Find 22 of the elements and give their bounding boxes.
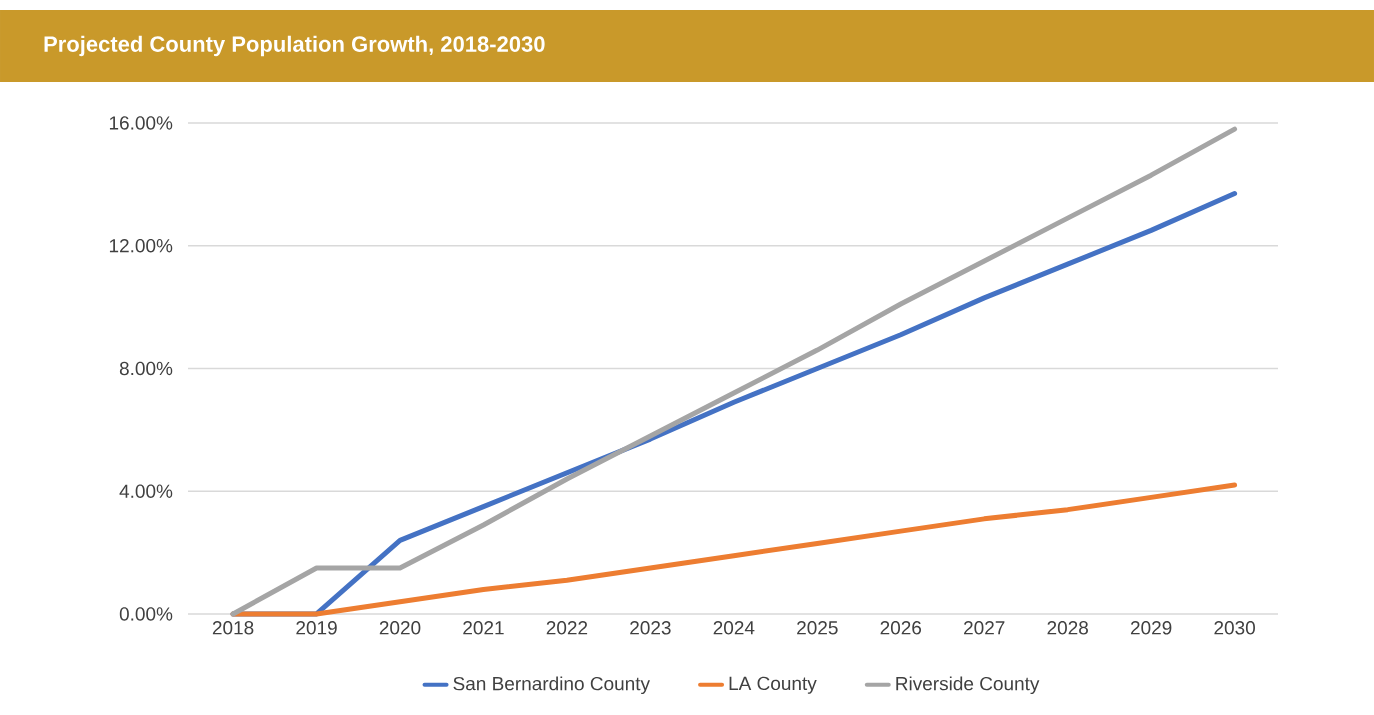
chart-title: Projected County Population Growth, 2018-2030 [44, 35, 545, 57]
x-tick-label: 2020 [379, 621, 421, 635]
x-tick-label: 2018 [212, 621, 254, 635]
x-tick-label: 2028 [1047, 621, 1088, 635]
y-tick-label: 0.00% [119, 607, 173, 621]
legend-label: Riverside County [896, 676, 1040, 695]
y-tick-label: 8.00% [119, 361, 173, 376]
x-tick-label: 2021 [463, 621, 504, 635]
x-tick-label: 2026 [880, 621, 922, 635]
x-tick-label: 2029 [1130, 621, 1172, 635]
x-tick-label: 2027 [964, 621, 1005, 635]
legend-label: San Bernardino County [453, 676, 650, 695]
x-tick-label: 2024 [713, 621, 755, 635]
x-tick-label: 2023 [630, 621, 671, 635]
y-tick-label: 4.00% [119, 484, 173, 498]
x-tick-label: 2025 [797, 621, 838, 635]
legend-label: LA County [729, 676, 817, 694]
x-tick-label: 2019 [296, 621, 337, 635]
y-tick-label: 16.00% [109, 116, 173, 130]
x-tick-label: 2030 [1214, 621, 1255, 635]
x-tick-label: 2022 [546, 621, 588, 635]
y-tick-label: 12.00% [109, 239, 173, 253]
